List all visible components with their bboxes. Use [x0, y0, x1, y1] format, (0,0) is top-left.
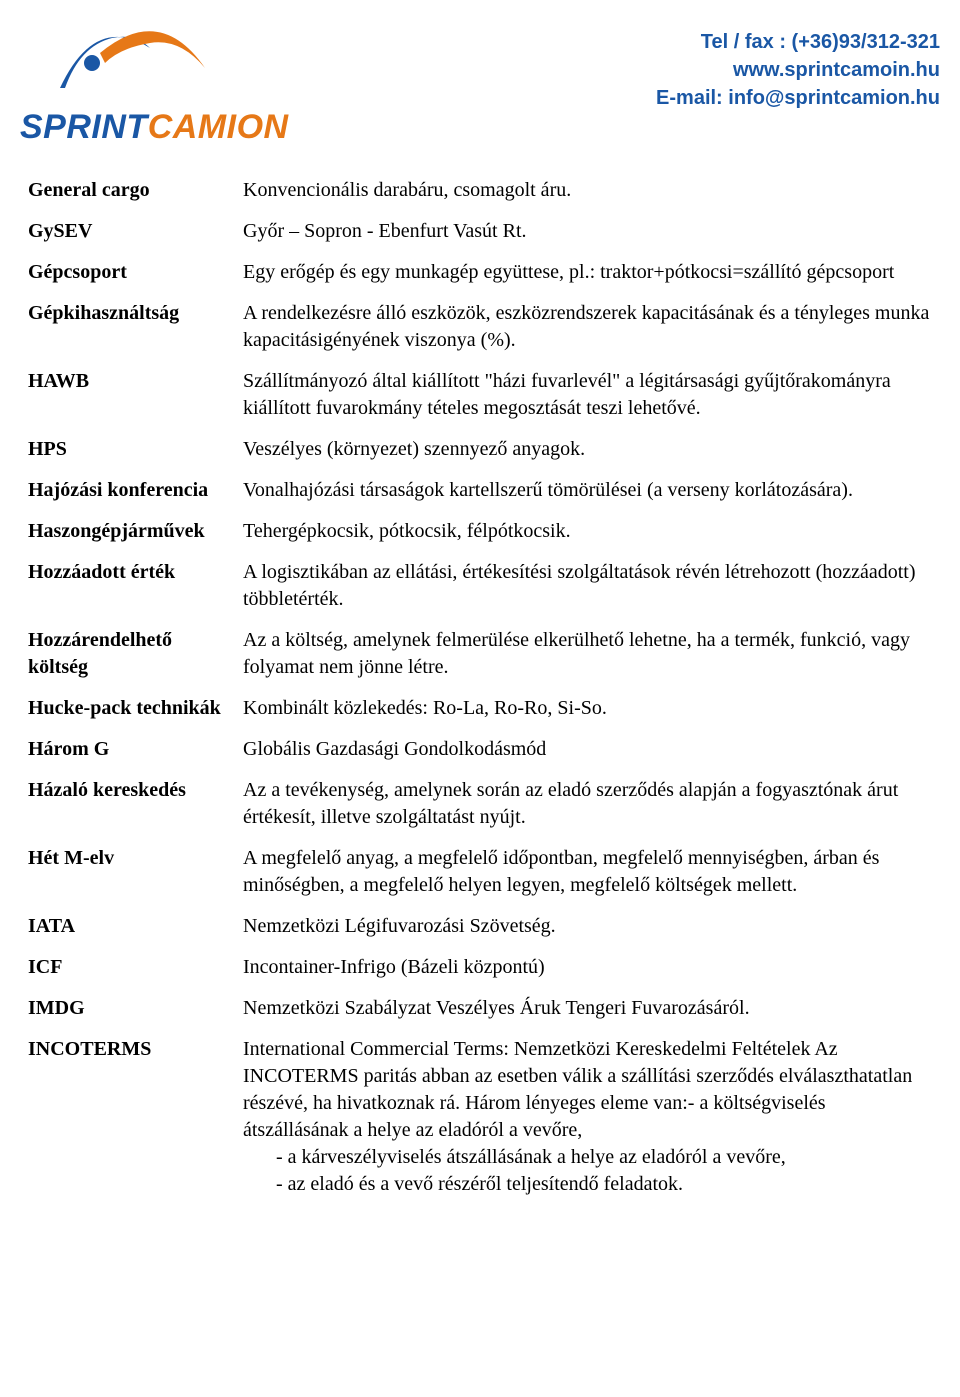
def-term: IMDG [28, 995, 243, 1022]
def-desc: Veszélyes (környezet) szennyező anyagok. [243, 436, 932, 463]
def-row: Hozzárendelhető költségAz a költség, ame… [28, 627, 932, 681]
logo-block: SPRINT CAMION [20, 8, 289, 147]
incoterms-sub2: - az eladó és a vevő részéről teljesíten… [243, 1171, 932, 1198]
def-row: GépkihasználtságA rendelkezésre álló esz… [28, 300, 932, 354]
def-term: General cargo [28, 177, 243, 204]
def-row: General cargoKonvencionális darabáru, cs… [28, 177, 932, 204]
def-desc: Az a tevékenység, amelynek során az elad… [243, 777, 932, 831]
page-header: SPRINT CAMION Tel / fax : (+36)93/312-32… [0, 0, 960, 167]
def-term: Hozzáadott érték [28, 559, 243, 586]
def-desc: Globális Gazdasági Gondolkodásmód [243, 736, 932, 763]
def-row: GySEVGyőr – Sopron - Ebenfurt Vasút Rt. [28, 218, 932, 245]
logo-swoosh-icon [20, 8, 230, 118]
def-desc: International Commercial Terms: Nemzetkö… [243, 1036, 932, 1198]
def-term: IATA [28, 913, 243, 940]
def-row: Három GGlobális Gazdasági Gondolkodásmód [28, 736, 932, 763]
def-row: HaszongépjárművekTehergépkocsik, pótkocs… [28, 518, 932, 545]
def-term: Gépcsoport [28, 259, 243, 286]
incoterms-sub1: - a kárveszélyviselés átszállásának a he… [243, 1144, 932, 1171]
def-desc: Győr – Sopron - Ebenfurt Vasút Rt. [243, 218, 932, 245]
def-term: Hozzárendelhető költség [28, 627, 243, 681]
def-desc: Incontainer-Infrigo (Bázeli központú) [243, 954, 932, 981]
def-term: Hajózási konferencia [28, 477, 243, 504]
def-term: HPS [28, 436, 243, 463]
contact-block: Tel / fax : (+36)93/312-321 www.sprintca… [656, 8, 940, 112]
def-desc: Nemzetközi Légifuvarozási Szövetség. [243, 913, 932, 940]
def-desc: Tehergépkocsik, pótkocsik, félpótkocsik. [243, 518, 932, 545]
incoterms-main: International Commercial Terms: Nemzetkö… [243, 1036, 932, 1144]
def-row-incoterms: INCOTERMS International Commercial Terms… [28, 1036, 932, 1198]
def-row: Hucke-pack technikákKombinált közlekedés… [28, 695, 932, 722]
def-desc: A megfelelő anyag, a megfelelő időpontba… [243, 845, 932, 899]
def-term: HAWB [28, 368, 243, 395]
contact-web: www.sprintcamoin.hu [656, 56, 940, 84]
def-row: HAWBSzállítmányozó által kiállított "ház… [28, 368, 932, 422]
def-row: Házaló kereskedésAz a tevékenység, amely… [28, 777, 932, 831]
def-term: Hét M-elv [28, 845, 243, 872]
def-row: HPSVeszélyes (környezet) szennyező anyag… [28, 436, 932, 463]
def-term: Hucke-pack technikák [28, 695, 243, 722]
def-row: GépcsoportEgy erőgép és egy munkagép egy… [28, 259, 932, 286]
def-term: GySEV [28, 218, 243, 245]
def-row: IMDGNemzetközi Szabályzat Veszélyes Áruk… [28, 995, 932, 1022]
def-desc: Szállítmányozó által kiállított "házi fu… [243, 368, 932, 422]
def-desc: Nemzetközi Szabályzat Veszélyes Áruk Ten… [243, 995, 932, 1022]
def-desc: Vonalhajózási társaságok kartellszerű tö… [243, 477, 932, 504]
def-desc: Kombinált közlekedés: Ro-La, Ro-Ro, Si-S… [243, 695, 932, 722]
def-row: Hajózási konferenciaVonalhajózási társas… [28, 477, 932, 504]
def-row: ICFIncontainer-Infrigo (Bázeli központú) [28, 954, 932, 981]
def-row: Hét M-elvA megfelelő anyag, a megfelelő … [28, 845, 932, 899]
def-term: Három G [28, 736, 243, 763]
def-desc: A logisztikában az ellátási, értékesítés… [243, 559, 932, 613]
def-row: IATANemzetközi Légifuvarozási Szövetség. [28, 913, 932, 940]
def-desc: Egy erőgép és egy munkagép együttese, pl… [243, 259, 932, 286]
contact-telfax: Tel / fax : (+36)93/312-321 [656, 28, 940, 56]
def-term: INCOTERMS [28, 1036, 243, 1063]
def-term: Haszongépjárművek [28, 518, 243, 545]
def-term: Házaló kereskedés [28, 777, 243, 804]
def-desc: Konvencionális darabáru, csomagolt áru. [243, 177, 932, 204]
def-desc: A rendelkezésre álló eszközök, eszközren… [243, 300, 932, 354]
contact-email: E-mail: info@sprintcamion.hu [656, 84, 940, 112]
def-row: Hozzáadott értékA logisztikában az ellát… [28, 559, 932, 613]
def-desc: Az a költség, amelynek felmerülése elker… [243, 627, 932, 681]
definition-list: General cargoKonvencionális darabáru, cs… [0, 167, 960, 1198]
def-term: ICF [28, 954, 243, 981]
def-term: Gépkihasználtság [28, 300, 243, 327]
